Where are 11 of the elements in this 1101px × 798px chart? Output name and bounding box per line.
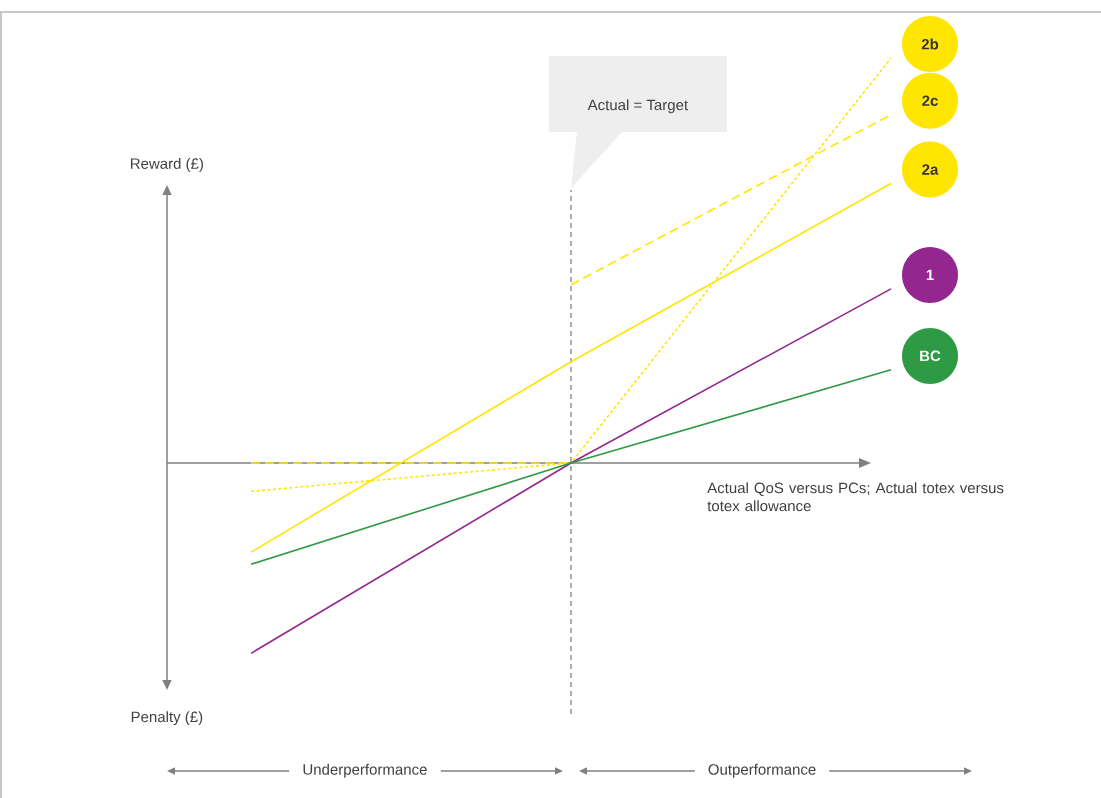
text: Outperformance — [708, 763, 816, 778]
text: 2b — [921, 38, 939, 50]
annotation: Actual = Target — [587, 99, 689, 114]
text: Penalty (£) — [131, 711, 203, 726]
text: 1 — [926, 269, 934, 281]
text: 2c — [922, 95, 938, 106]
y-axis-title: Reward (£) — [130, 157, 203, 172]
text: BC — [920, 350, 941, 362]
text: Underperformance — [303, 763, 427, 778]
x-axis-title: Actual QoS versus PCs; Actual totex versus totex allowance — [707, 482, 1004, 512]
text: 2a — [922, 164, 939, 175]
